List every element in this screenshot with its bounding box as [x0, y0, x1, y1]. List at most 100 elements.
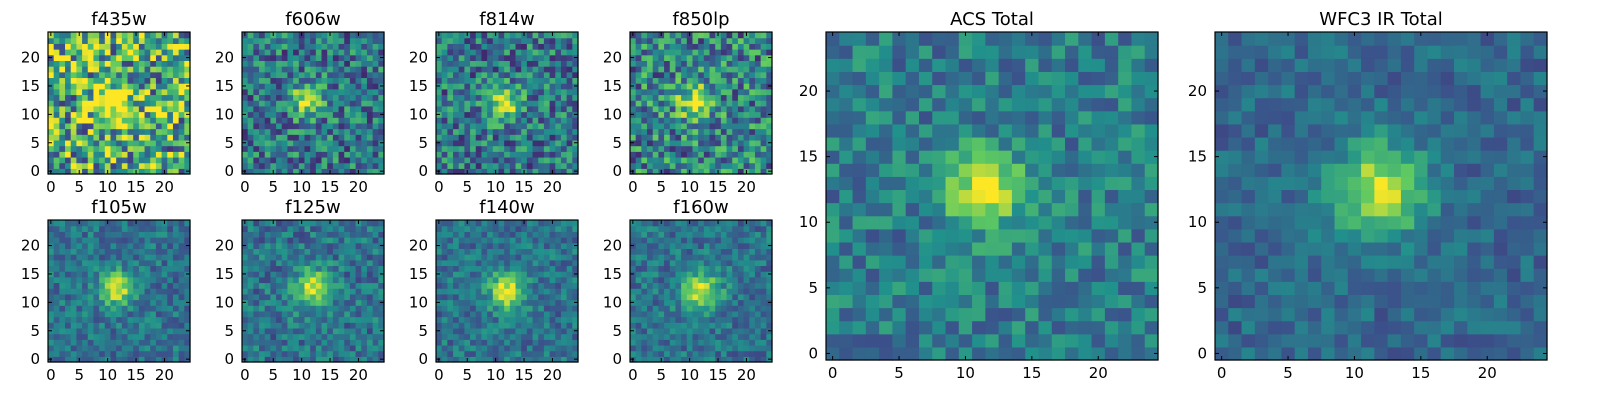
- heatmap-cell: [276, 333, 283, 340]
- heatmap-cell: [366, 145, 374, 152]
- heatmap-cell: [167, 122, 174, 130]
- heatmap-cell: [53, 356, 60, 363]
- heatmap-cell: [242, 231, 249, 238]
- heatmap-cell: [532, 322, 539, 329]
- heatmap-cell: [635, 37, 642, 44]
- heatmap-cell: [338, 310, 345, 318]
- heatmap-cell: [310, 350, 317, 357]
- heatmap-cell: [481, 100, 488, 107]
- heatmap-cell: [281, 100, 289, 107]
- heatmap-cell: [247, 134, 254, 141]
- heatmap-cell: [287, 60, 294, 67]
- heatmap-cell: [658, 344, 665, 352]
- heatmap-cell: [144, 327, 151, 335]
- heatmap-cell: [116, 310, 123, 318]
- heatmap-cell: [53, 344, 60, 352]
- heatmap-cell: [82, 276, 89, 284]
- heatmap-cell: [133, 60, 140, 67]
- heatmap-cell: [441, 151, 448, 158]
- heatmap-cell: [726, 282, 733, 289]
- heatmap-cell: [521, 322, 528, 329]
- heatmap-cell: [453, 168, 460, 175]
- heatmap-cell: [555, 60, 562, 67]
- heatmap-cell: [549, 265, 556, 272]
- heatmap-cell: [270, 231, 277, 238]
- heatmap-cell: [464, 100, 471, 107]
- heatmap-cell: [521, 151, 528, 158]
- heatmap-cell: [93, 231, 100, 238]
- heatmap-cell: [475, 220, 483, 227]
- heatmap-cell: [87, 333, 95, 340]
- heatmap-cell: [355, 71, 362, 79]
- heatmap-cell: [338, 111, 345, 118]
- heatmap-cell: [441, 77, 448, 84]
- heatmap-cell: [664, 88, 671, 96]
- heatmap-cell: [681, 276, 688, 284]
- heatmap-cell: [332, 356, 340, 363]
- heatmap-cell: [737, 168, 745, 175]
- heatmap-cell: [481, 271, 488, 278]
- heatmap-cell: [566, 168, 573, 175]
- heatmap-cell: [498, 100, 505, 107]
- heatmap-cell: [737, 77, 745, 84]
- heatmap-cell: [184, 339, 191, 346]
- heatmap-cell: [572, 88, 579, 96]
- heatmap-cell: [361, 225, 368, 232]
- heatmap-cell: [560, 220, 568, 227]
- heatmap-cell: [743, 162, 750, 169]
- heatmap-cell: [253, 122, 260, 130]
- heatmap-cell: [754, 100, 762, 107]
- heatmap-cell: [344, 339, 351, 346]
- heatmap-cell: [492, 293, 500, 301]
- heatmap-cell: [144, 293, 151, 301]
- heatmap-cell: [555, 37, 562, 44]
- heatmap-cell: [732, 66, 739, 73]
- heatmap-cell: [53, 105, 60, 113]
- heatmap-cell: [93, 77, 100, 84]
- heatmap-cell: [82, 32, 89, 39]
- heatmap-cell: [104, 350, 112, 357]
- heatmap-cell: [709, 134, 716, 141]
- heatmap-cell: [555, 248, 562, 255]
- heatmap-cell: [498, 350, 505, 357]
- heatmap-cell: [555, 271, 562, 278]
- heatmap-cell: [76, 231, 83, 238]
- heatmap-cell: [172, 265, 180, 272]
- heatmap-cell: [453, 327, 460, 335]
- heatmap-cell: [276, 288, 283, 295]
- heatmap-cell: [127, 254, 134, 261]
- heatmap-cell: [121, 105, 129, 113]
- heatmap-cell: [669, 134, 677, 141]
- heatmap-cell: [82, 105, 89, 113]
- heatmap-cell: [549, 225, 556, 232]
- heatmap-cell: [754, 310, 762, 318]
- heatmap-cell: [293, 151, 300, 158]
- heatmap-cell: [675, 282, 682, 289]
- heatmap-cell: [184, 156, 191, 164]
- heatmap-cell: [293, 265, 300, 272]
- heatmap-cell: [264, 83, 271, 90]
- heatmap-cell: [675, 145, 682, 152]
- heatmap-cell: [87, 248, 95, 255]
- heatmap-cell: [475, 134, 483, 141]
- x-tick-label: 10: [98, 178, 117, 196]
- heatmap-cell: [658, 276, 665, 284]
- heatmap-cell: [698, 310, 705, 318]
- heatmap-cell: [344, 276, 351, 284]
- heatmap-cell: [349, 151, 357, 158]
- heatmap-cell: [172, 282, 180, 289]
- heatmap-cell: [167, 77, 174, 84]
- heatmap-cell: [703, 299, 711, 306]
- heatmap-cell: [378, 128, 385, 135]
- heatmap-cell: [664, 271, 671, 278]
- heatmap-cell: [487, 242, 494, 249]
- heatmap-cell: [720, 305, 728, 312]
- heatmap-cell: [104, 265, 112, 272]
- heatmap-cell: [441, 162, 448, 169]
- heatmap-cell: [172, 231, 180, 238]
- heatmap-cell: [304, 145, 311, 152]
- heatmap-cell: [167, 128, 174, 135]
- heatmap-cell: [247, 37, 254, 44]
- heatmap-cell: [492, 37, 500, 44]
- heatmap-cell: [447, 333, 454, 340]
